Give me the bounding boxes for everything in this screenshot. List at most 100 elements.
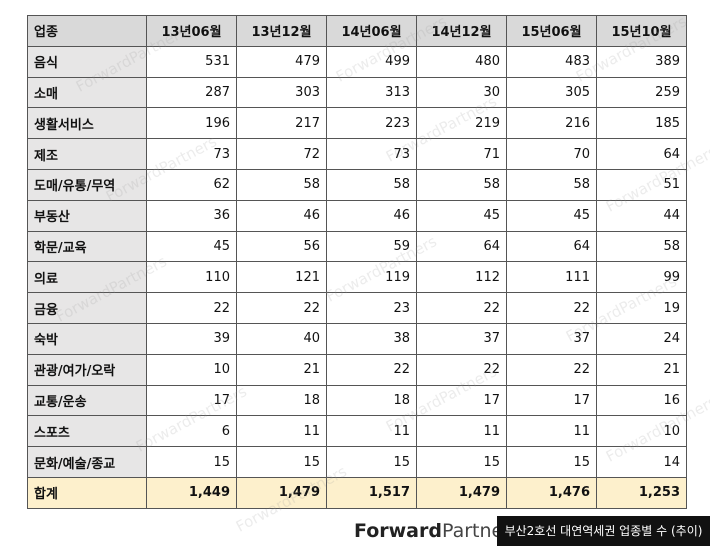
row-label: 교통/운송 [27, 384, 147, 417]
total-cell: 1,476 [506, 476, 597, 509]
cell: 499 [326, 45, 417, 78]
cell: 15 [146, 446, 237, 478]
cell: 22 [506, 353, 597, 386]
cell: 217 [236, 107, 327, 140]
cell: 389 [596, 45, 687, 78]
cell: 21 [236, 353, 327, 386]
cell: 71 [416, 138, 507, 170]
cell: 72 [236, 138, 327, 170]
cell: 38 [326, 322, 417, 355]
row-label: 생활서비스 [27, 107, 147, 140]
cell: 70 [506, 138, 597, 170]
cell: 185 [596, 107, 687, 140]
brand-bold: Forward [354, 520, 442, 542]
cell: 22 [146, 292, 237, 324]
total-row: 합계 1,449 1,479 1,517 1,479 1,476 1,253 [27, 476, 687, 509]
cell: 18 [236, 384, 327, 417]
table-row: 숙박 39 40 38 37 37 24 [27, 322, 687, 355]
cell: 121 [236, 261, 327, 294]
cell: 58 [236, 168, 327, 201]
table-row: 생활서비스 196 217 223 219 216 185 [27, 107, 687, 140]
cell: 15 [236, 446, 327, 478]
table-row: 소매 287 303 313 30 305 259 [27, 76, 687, 109]
cell: 259 [596, 76, 687, 109]
row-label: 제조 [27, 138, 147, 170]
cell: 58 [416, 168, 507, 201]
header-cell: 15년06월 [506, 15, 597, 47]
cell: 37 [416, 322, 507, 355]
cell: 16 [596, 384, 687, 417]
cell: 64 [596, 138, 687, 170]
header-row: 업종 13년06월 13년12월 14년06월 14년12월 15년06월 15년10월 [27, 15, 687, 47]
cell: 216 [506, 107, 597, 140]
cell: 17 [146, 384, 237, 417]
total-label: 합계 [27, 476, 147, 509]
cell: 22 [416, 292, 507, 324]
cell: 64 [416, 230, 507, 263]
row-label: 소매 [27, 76, 147, 109]
cell: 73 [146, 138, 237, 170]
cell: 17 [506, 384, 597, 417]
cell: 58 [596, 230, 687, 263]
cell: 22 [506, 292, 597, 324]
row-label: 관광/여가/오락 [27, 353, 147, 386]
total-cell: 1,253 [596, 476, 687, 509]
cell: 112 [416, 261, 507, 294]
table-row: 제조 73 72 73 71 70 64 [27, 138, 687, 170]
cell: 483 [506, 45, 597, 78]
cell: 39 [146, 322, 237, 355]
cell: 58 [506, 168, 597, 201]
cell: 56 [236, 230, 327, 263]
row-label: 음식 [27, 45, 147, 78]
row-label: 스포츠 [27, 415, 147, 448]
cell: 110 [146, 261, 237, 294]
cell: 18 [326, 384, 417, 417]
cell: 119 [326, 261, 417, 294]
row-label: 의료 [27, 261, 147, 294]
cell: 99 [596, 261, 687, 294]
cell: 44 [596, 199, 687, 232]
header-cell: 업종 [27, 15, 147, 47]
cell: 19 [596, 292, 687, 324]
cell: 196 [146, 107, 237, 140]
cell: 10 [146, 353, 237, 386]
cell: 73 [326, 138, 417, 170]
cell: 59 [326, 230, 417, 263]
table-row: 스포츠 6 11 11 11 11 10 [27, 415, 687, 448]
cell: 22 [416, 353, 507, 386]
cell: 23 [326, 292, 417, 324]
cell: 15 [326, 446, 417, 478]
total-cell: 1,479 [236, 476, 327, 509]
header-cell: 15년10월 [596, 15, 687, 47]
cell: 36 [146, 199, 237, 232]
data-table: 업종 13년06월 13년12월 14년06월 14년12월 15년06월 15년10월 음식… [27, 15, 687, 509]
cell: 51 [596, 168, 687, 201]
cell: 219 [416, 107, 507, 140]
table-row: 금융 22 22 23 22 22 19 [27, 292, 687, 324]
header-cell: 14년06월 [326, 15, 417, 47]
cell: 15 [506, 446, 597, 478]
cell: 480 [416, 45, 507, 78]
cell: 531 [146, 45, 237, 78]
row-label: 부동산 [27, 199, 147, 232]
row-label: 숙박 [27, 322, 147, 355]
cell: 6 [146, 415, 237, 448]
cell: 10 [596, 415, 687, 448]
cell: 287 [146, 76, 237, 109]
cell: 22 [326, 353, 417, 386]
header-cell: 13년06월 [146, 15, 237, 47]
cell: 111 [506, 261, 597, 294]
cell: 17 [416, 384, 507, 417]
cell: 21 [596, 353, 687, 386]
cell: 45 [146, 230, 237, 263]
cell: 11 [236, 415, 327, 448]
cell: 58 [326, 168, 417, 201]
table-row: 문화/예술/종교 15 15 15 15 15 14 [27, 446, 687, 478]
cell: 45 [416, 199, 507, 232]
total-cell: 1,479 [416, 476, 507, 509]
total-cell: 1,517 [326, 476, 417, 509]
cell: 24 [596, 322, 687, 355]
cell: 46 [236, 199, 327, 232]
cell: 313 [326, 76, 417, 109]
